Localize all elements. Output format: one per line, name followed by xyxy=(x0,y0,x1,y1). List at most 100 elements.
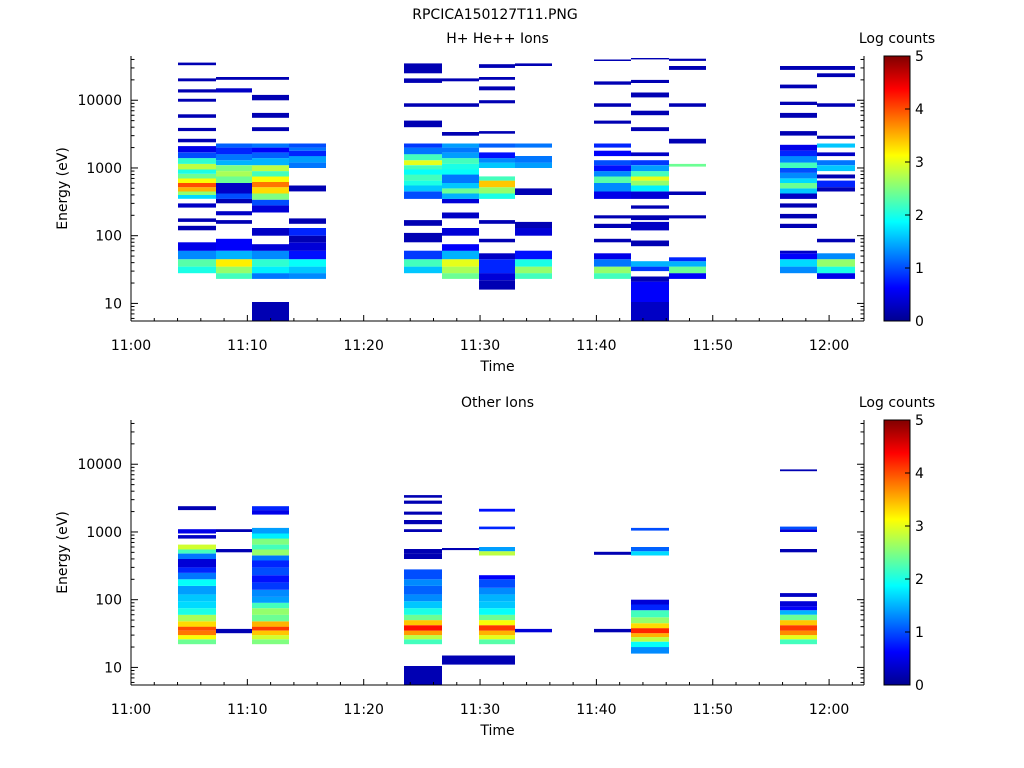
heatmap-cell xyxy=(442,169,479,175)
x-tick-label: 12:00 xyxy=(809,338,849,354)
heatmap-cell xyxy=(442,103,479,107)
heatmap-cell xyxy=(594,103,631,107)
heatmap-cell xyxy=(404,185,442,192)
heatmap-cell xyxy=(178,608,216,615)
x-tick-label: 11:30 xyxy=(460,702,500,718)
heatmap-cells xyxy=(178,58,855,321)
heatmap-cell xyxy=(252,549,289,556)
heatmap-cell xyxy=(216,154,252,161)
heatmap-cell xyxy=(817,143,855,148)
heatmap-cell xyxy=(479,64,515,68)
heatmap-cell xyxy=(178,146,216,153)
heatmap-cell xyxy=(404,165,442,170)
heatmap-cell xyxy=(252,147,289,153)
heatmap-cell xyxy=(631,127,669,132)
x-axis-label: Time xyxy=(479,359,514,375)
heatmap-cell xyxy=(442,228,479,236)
heatmap-cell xyxy=(289,228,326,236)
heatmap-cell xyxy=(594,150,631,157)
heatmap-cell xyxy=(178,626,216,631)
heatmap-cell xyxy=(817,174,855,179)
heatmap-cell xyxy=(252,187,289,194)
heatmap-cell xyxy=(178,98,216,102)
colorbar: 0 1 2 3 4 5 Log counts xyxy=(859,395,935,694)
heatmap-cell xyxy=(252,205,289,213)
heatmap-cell xyxy=(216,549,252,553)
colorbar-tick-label: 5 xyxy=(915,413,924,429)
heatmap-cell xyxy=(404,529,442,532)
heatmap-cell xyxy=(631,191,669,199)
heatmap-cell xyxy=(594,165,631,172)
heatmap-cell xyxy=(404,259,442,267)
panel-title: Other Ions xyxy=(461,395,534,411)
colorbar-tick-label: 0 xyxy=(915,314,924,330)
colorbar-label: Log counts xyxy=(859,395,935,411)
heatmap-cell xyxy=(442,244,479,251)
heatmap-cell xyxy=(252,182,289,188)
heatmap-cell xyxy=(252,567,289,576)
colorbar-tick-label: 5 xyxy=(915,49,924,65)
heatmap-cell xyxy=(252,630,289,636)
heatmap-cell xyxy=(669,261,706,267)
heatmap-cell xyxy=(817,266,855,274)
heatmap-cell xyxy=(404,666,442,685)
heatmap-cell xyxy=(178,567,216,573)
heatmap-cell xyxy=(594,259,631,267)
heatmap-cell xyxy=(252,614,289,622)
heatmap-cell xyxy=(178,529,216,534)
heatmap-cell xyxy=(289,185,326,192)
heatmap-cell xyxy=(178,579,216,586)
heatmap-cell xyxy=(442,198,479,204)
heatmap-cell xyxy=(631,221,669,231)
colorbar-tick-label: 0 xyxy=(915,678,924,694)
heatmap-cell xyxy=(780,156,817,163)
heatmap-cell xyxy=(479,587,515,595)
heatmap-cell xyxy=(479,608,515,615)
heatmap-cell xyxy=(631,205,669,209)
heatmap-cell xyxy=(178,114,216,118)
heatmap-cell xyxy=(515,228,552,236)
heatmap-cell xyxy=(216,183,252,194)
heatmap-cell xyxy=(515,188,552,195)
heatmap-cell xyxy=(631,527,669,531)
heatmap-cell xyxy=(178,594,216,602)
heatmap-cell xyxy=(178,585,216,595)
heatmap-cell xyxy=(404,160,442,166)
heatmap-cell xyxy=(178,203,216,208)
heatmap-cell xyxy=(479,280,515,290)
heatmap-cell xyxy=(178,169,216,174)
heatmap-cell xyxy=(479,143,515,148)
heatmap-cell xyxy=(442,183,479,189)
heatmap-cell xyxy=(178,152,216,159)
heatmap-cell xyxy=(817,73,855,78)
heatmap-cell xyxy=(515,266,552,274)
heatmap-cell xyxy=(178,558,216,568)
heatmap-cell xyxy=(780,150,817,157)
heatmap-cell xyxy=(289,242,326,251)
x-tick-label: 11:10 xyxy=(227,338,267,354)
heatmap-cell xyxy=(817,253,855,260)
y-tick-label: 10000 xyxy=(77,93,122,109)
heatmap-cell xyxy=(594,171,631,177)
heatmap-cell xyxy=(252,582,289,590)
heatmap-cell xyxy=(404,620,442,626)
heatmap-cell xyxy=(252,176,289,182)
heatmap-cell xyxy=(178,506,216,511)
x-tick-label: 11:30 xyxy=(460,338,500,354)
heatmap-cell xyxy=(780,625,817,631)
heatmap-cell xyxy=(631,302,669,321)
heatmap-cell xyxy=(594,191,631,199)
heatmap-cell xyxy=(216,176,252,183)
heatmap-cell xyxy=(252,94,289,101)
heatmap-cell xyxy=(817,273,855,279)
heatmap-cell xyxy=(404,630,442,636)
heatmap-cell xyxy=(289,143,326,148)
heatmap-cell xyxy=(442,250,479,260)
heatmap-cell xyxy=(780,610,817,615)
heatmap-cell xyxy=(631,180,669,186)
heatmap-cell xyxy=(178,544,216,550)
heatmap-cell xyxy=(442,143,479,148)
heatmap-cell xyxy=(631,547,669,552)
heatmap-cell xyxy=(178,218,216,222)
heatmap-cell xyxy=(252,77,289,80)
